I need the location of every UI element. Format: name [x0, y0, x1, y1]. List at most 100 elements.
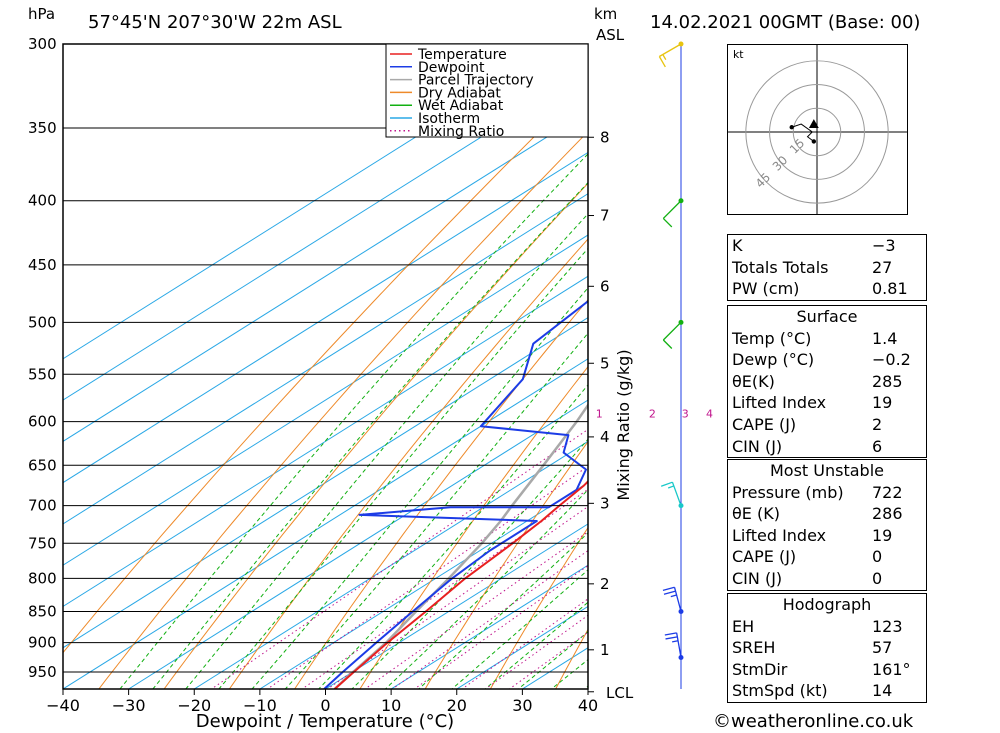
stat-label: CAPE (J) — [732, 414, 797, 434]
location-title: 57°45'N 207°30'W 22m ASL — [88, 12, 342, 33]
pressure-tick-label: 500 — [28, 313, 57, 331]
surface-title: Surface — [796, 307, 858, 326]
stat-label: K — [732, 236, 743, 255]
legend-label: Isotherm — [418, 111, 480, 127]
dry-adiabat-line — [294, 298, 588, 689]
wind-barb — [662, 319, 684, 349]
isotherm-line — [63, 316, 588, 649]
stat-value: 14 — [872, 681, 893, 701]
pressure-tick-label: 850 — [28, 602, 57, 620]
storm-motion-marker — [808, 119, 819, 129]
mu-row: CIN (J) 0 — [728, 568, 926, 590]
stat-label: Pressure (mb) — [732, 482, 844, 502]
indices-panel: K −3 Totals Totals 27 PW (cm) 0.81 — [727, 234, 927, 301]
parcel-trajectory-line — [333, 403, 588, 689]
isotherm-line — [63, 193, 588, 525]
dewpoint-line — [323, 299, 588, 689]
dry-adiabat-line — [359, 365, 588, 689]
wind-barb-feather — [672, 640, 679, 643]
mixing-ratio-line — [364, 531, 588, 689]
legend-label: Temperature — [417, 47, 507, 63]
stat-label: Lifted Index — [732, 393, 827, 413]
stat-label: StmSpd (kt) — [732, 681, 828, 701]
pressure-tick-label: 650 — [28, 456, 57, 474]
mixing-ratio-label: 4 — [706, 408, 713, 421]
surface-row: Lifted Index 19 — [728, 392, 926, 414]
stat-value: 19 — [872, 525, 893, 545]
mixing-ratio-line — [391, 550, 588, 689]
wind-barb-feather — [658, 56, 666, 68]
stat-row-pw: PW (cm) 0.81 — [728, 278, 926, 300]
mixing-ratio-label: 2 — [649, 408, 656, 421]
mu-row: Pressure (mb) 722 — [728, 482, 926, 504]
wind-barb — [662, 586, 684, 614]
legend-label: Parcel Trajectory — [418, 73, 534, 89]
stat-label: StmDir — [732, 659, 788, 679]
surface-row: θE(K) 285 — [728, 371, 926, 393]
hodograph-ring-label: 15 — [787, 136, 808, 157]
isotherm-line — [128, 399, 588, 689]
x-axis-title: Dewpoint / Temperature (°C) — [196, 711, 454, 732]
wind-barb-staff — [671, 481, 682, 506]
surface-row: Dewp (°C) −0.2 — [728, 349, 926, 371]
dry-adiabat-line — [489, 526, 588, 689]
copyright-link[interactable]: ©weatheronline.co.uk — [713, 711, 914, 732]
hodograph-panel: Hodograph EH 123 SREH 57 StmDir 161° StmSpd… — [727, 593, 927, 703]
km-tick-label: 5 — [600, 354, 610, 372]
stat-value: 722 — [872, 482, 903, 502]
wind-barb-feather — [667, 485, 675, 489]
mixing-ratio-axis-title: Mixing Ratio (g/kg) — [614, 349, 633, 500]
temperature-line — [334, 480, 588, 689]
stat-row-totals: Totals Totals 27 — [728, 257, 926, 279]
legend-label: Mixing Ratio — [418, 124, 504, 140]
stat-label: CAPE (J) — [732, 547, 797, 567]
most-unstable-panel: Most Unstable Pressure (mb) 722 θE (K) 286… — [727, 459, 927, 591]
isotherm-line — [63, 110, 588, 442]
hodograph-ring — [745, 60, 889, 204]
hodograph-end-dot — [789, 125, 794, 130]
wind-barb-feather — [665, 636, 678, 640]
wind-barb — [664, 632, 684, 661]
stat-value: 0 — [872, 547, 883, 567]
stat-label: CIN (J) — [732, 568, 783, 588]
mu-row: Lifted Index 19 — [728, 525, 926, 547]
mixing-ratio-line — [413, 564, 588, 689]
wind-barb — [658, 41, 684, 68]
x-tick-label: −20 — [177, 696, 211, 715]
x-tick-label: 0 — [320, 696, 330, 715]
km-tick-label: 4 — [600, 428, 610, 446]
x-tick-label: −40 — [46, 696, 80, 715]
hodo-row: SREH 57 — [728, 637, 926, 659]
surface-row: CIN (J) 6 — [728, 436, 926, 458]
pressure-tick-label: 550 — [28, 365, 57, 383]
stat-value: 0.81 — [872, 279, 908, 299]
x-tick-label: 20 — [447, 696, 467, 715]
stat-label: EH — [732, 616, 755, 636]
stat-label: θE (K) — [732, 504, 780, 524]
hodo-row: EH 123 — [728, 616, 926, 638]
mixing-ratio-label: 3 — [682, 408, 689, 421]
wet-adiabat-line — [284, 332, 588, 689]
wet-adiabat-line — [417, 532, 588, 689]
stat-row-k: K −3 — [728, 235, 926, 257]
x-tick-label: 30 — [512, 696, 532, 715]
mixing-ratio-label: 1 — [596, 408, 603, 421]
stat-value: 161° — [872, 659, 911, 679]
isotherm-line — [63, 151, 588, 484]
wet-adiabat-line — [484, 601, 588, 689]
km-tick-label: 6 — [600, 277, 610, 295]
wind-barb-feather — [664, 632, 677, 636]
dry-adiabat-line — [681, 44, 720, 700]
wind-barb — [662, 198, 684, 228]
x-tick-label: −10 — [243, 696, 277, 715]
wind-barb — [660, 481, 684, 509]
hodograph-trace — [791, 123, 815, 142]
pressure-tick-label: 900 — [28, 634, 57, 652]
wind-barb-staff — [662, 200, 682, 219]
legend-label: Dry Adiabat — [418, 85, 501, 101]
mu-row: θE (K) 286 — [728, 503, 926, 525]
isotherm-line — [390, 564, 588, 689]
wind-barb-staff — [676, 632, 682, 658]
